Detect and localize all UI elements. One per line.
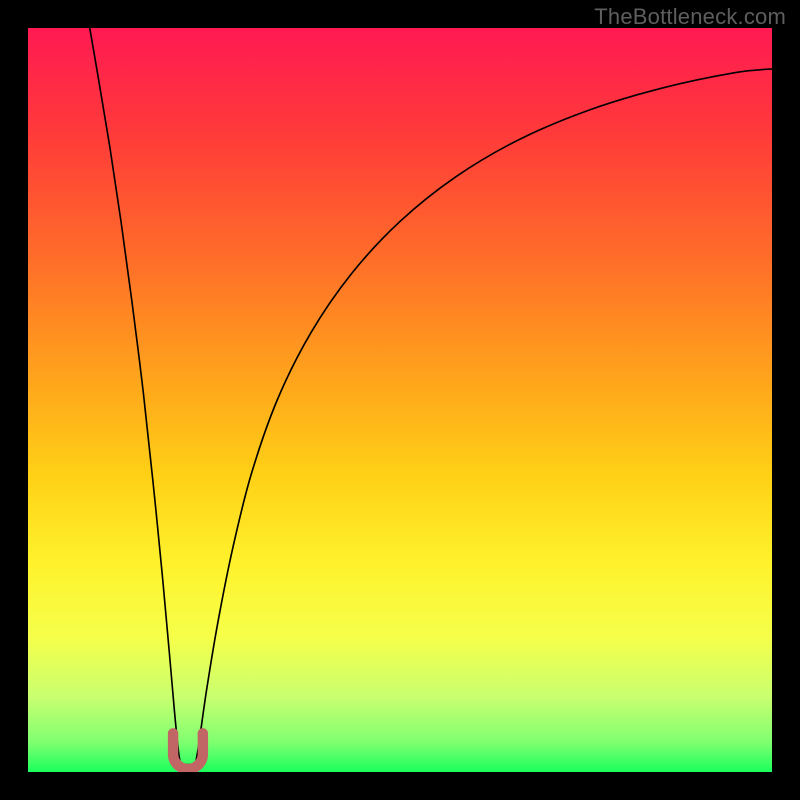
- chart-svg: [28, 28, 772, 772]
- chart-background-gradient: [28, 28, 772, 772]
- watermark-text: TheBottleneck.com: [594, 4, 786, 30]
- chart-outer-frame: TheBottleneck.com: [0, 0, 800, 800]
- chart-plot-area: [28, 28, 772, 772]
